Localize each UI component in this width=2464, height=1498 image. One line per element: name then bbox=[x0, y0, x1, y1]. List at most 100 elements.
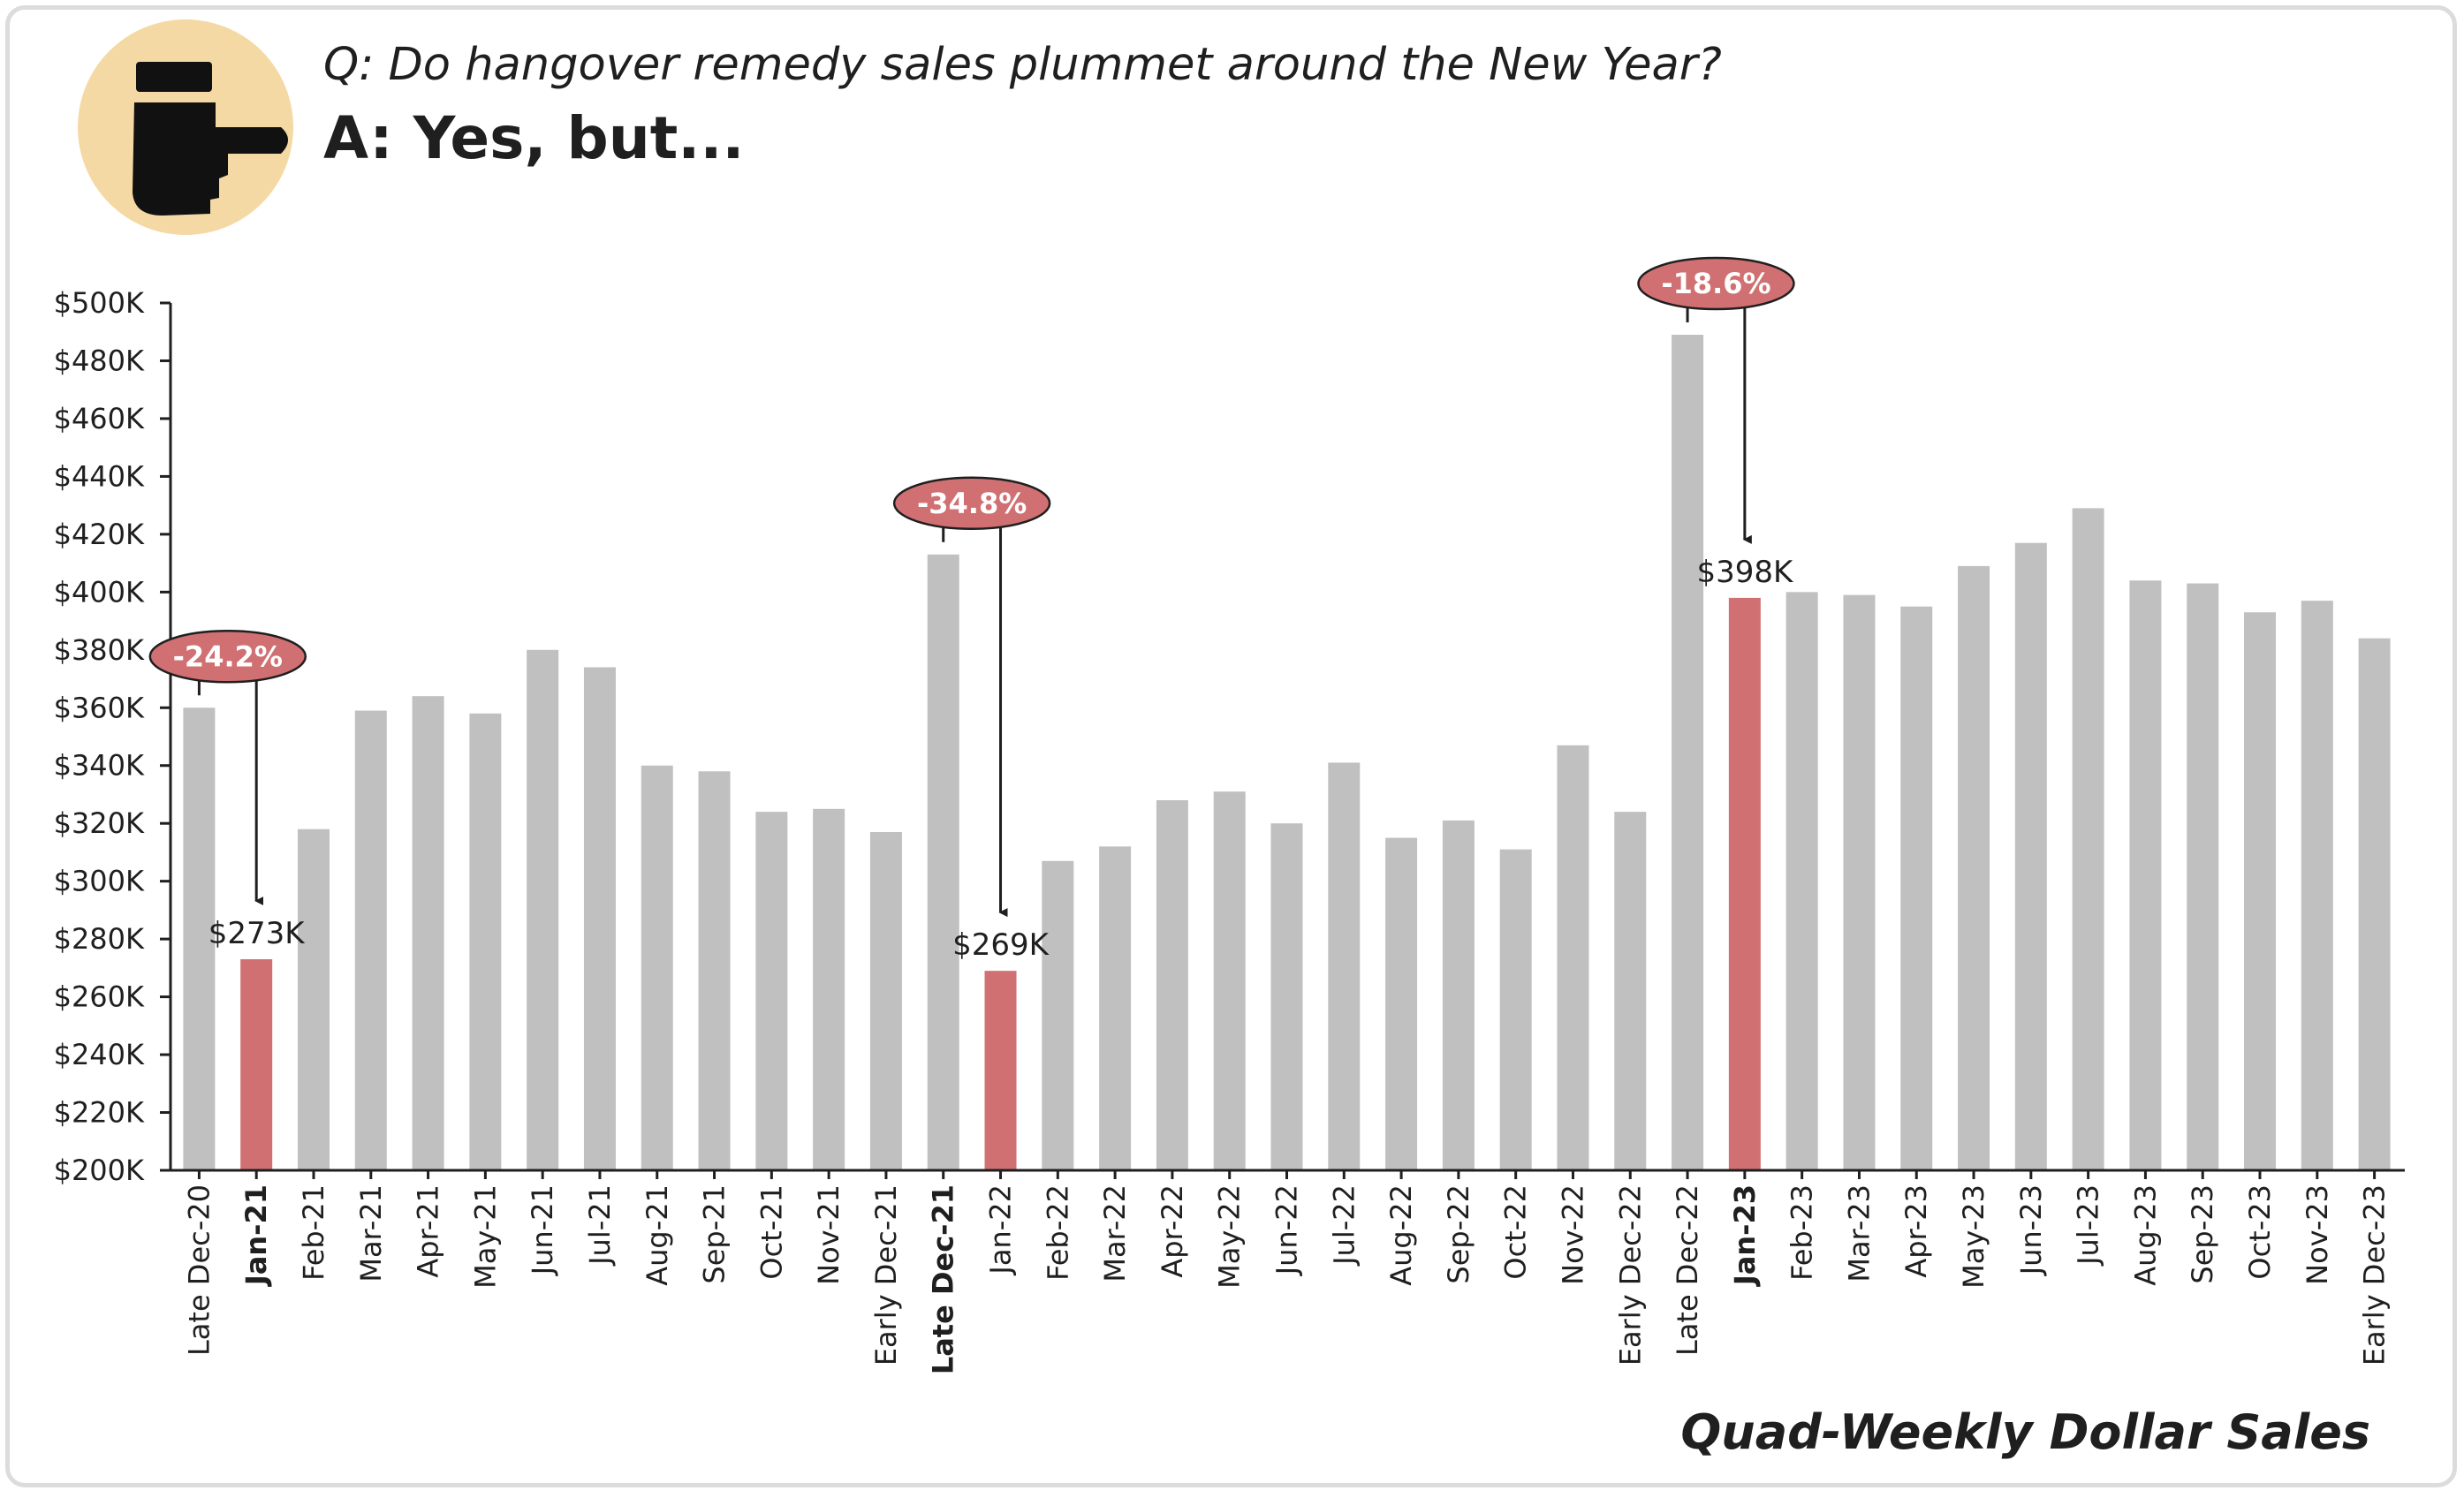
x-tick-label: Early Dec-22 bbox=[1613, 1184, 1647, 1366]
x-tick-label: Jul-22 bbox=[1327, 1184, 1361, 1267]
y-tick-label: $500K bbox=[54, 286, 145, 320]
x-tick-label: Apr-22 bbox=[1156, 1184, 1189, 1278]
x-tick-label: Aug-21 bbox=[641, 1184, 674, 1286]
bar bbox=[527, 649, 559, 1170]
x-tick-label: Apr-23 bbox=[1899, 1184, 1933, 1278]
bar bbox=[240, 959, 273, 1170]
answer-text: A: Yes, but... bbox=[323, 104, 745, 172]
x-tick-label: Jun-22 bbox=[1270, 1184, 1304, 1276]
bar bbox=[1442, 820, 1475, 1170]
bar bbox=[984, 971, 1017, 1170]
y-tick-label: $360K bbox=[54, 691, 145, 724]
bar bbox=[1672, 335, 1704, 1170]
bar bbox=[583, 667, 616, 1170]
bar bbox=[1958, 565, 1990, 1170]
bar bbox=[1042, 860, 1074, 1170]
x-tick-label: Nov-23 bbox=[2301, 1184, 2334, 1285]
x-tick-label: Jun-21 bbox=[526, 1184, 559, 1276]
y-tick-label: $260K bbox=[54, 980, 145, 1014]
bar bbox=[412, 696, 444, 1170]
y-tick-label: $300K bbox=[54, 865, 145, 898]
x-tick-label: Oct-22 bbox=[1499, 1184, 1533, 1280]
y-tick-label: $460K bbox=[54, 402, 145, 435]
x-tick-label: Early Dec-21 bbox=[869, 1184, 903, 1366]
x-tick-label: Feb-23 bbox=[1785, 1184, 1819, 1281]
bar bbox=[1614, 812, 1647, 1170]
x-tick-label: May-22 bbox=[1213, 1184, 1247, 1289]
bar bbox=[2014, 542, 2047, 1170]
bar bbox=[1156, 800, 1188, 1170]
x-tick-label: Feb-21 bbox=[297, 1184, 330, 1281]
x-tick-label: Jan-21 bbox=[239, 1184, 273, 1287]
y-tick-label: $280K bbox=[54, 922, 145, 956]
data-label: $269K bbox=[952, 927, 1050, 963]
bar bbox=[1213, 791, 1246, 1170]
bar bbox=[2301, 601, 2333, 1170]
x-tick-label: Jul-23 bbox=[2072, 1184, 2105, 1267]
bar bbox=[297, 828, 330, 1170]
bar bbox=[2072, 508, 2104, 1170]
x-tick-label: Aug-22 bbox=[1384, 1184, 1418, 1286]
x-tick-label: Mar-23 bbox=[1842, 1184, 1876, 1282]
x-tick-label: Jan-22 bbox=[984, 1184, 1018, 1276]
y-tick-label: $200K bbox=[54, 1154, 145, 1187]
bar bbox=[1385, 837, 1418, 1170]
bar bbox=[2129, 580, 2162, 1170]
percent-change-label: -34.8% bbox=[917, 487, 1027, 520]
chart-caption: Quad-Weekly Dollar Sales bbox=[1680, 1404, 2370, 1460]
x-tick-label: Jun-23 bbox=[2014, 1184, 2048, 1276]
bar bbox=[1099, 846, 1132, 1170]
bar bbox=[183, 707, 216, 1170]
y-tick-label: $240K bbox=[54, 1038, 145, 1071]
percent-change-badge bbox=[1637, 256, 1795, 311]
y-tick-label: $400K bbox=[54, 575, 145, 609]
x-tick-label: Sep-23 bbox=[2186, 1184, 2219, 1284]
data-label: $398K bbox=[1696, 555, 1794, 590]
y-tick-label: $320K bbox=[54, 806, 145, 840]
pointing-hand-icon bbox=[78, 19, 293, 235]
bar bbox=[1270, 823, 1303, 1170]
bar bbox=[1499, 849, 1532, 1170]
x-tick-label: Mar-21 bbox=[354, 1184, 388, 1282]
y-tick-label: $420K bbox=[54, 518, 145, 551]
bar bbox=[1728, 597, 1761, 1170]
bar bbox=[469, 713, 502, 1170]
bar bbox=[813, 808, 845, 1170]
x-tick-label: Early Dec-23 bbox=[2358, 1184, 2392, 1366]
bar bbox=[698, 771, 731, 1170]
x-tick-label: Aug-23 bbox=[2128, 1184, 2162, 1286]
bar bbox=[869, 832, 902, 1170]
x-tick-label: Late Dec-20 bbox=[182, 1184, 216, 1356]
percent-change-badge bbox=[892, 476, 1051, 531]
question-text: Q: Do hangover remedy sales plummet arou… bbox=[323, 39, 1722, 91]
percent-change-label: -24.2% bbox=[173, 639, 283, 673]
x-tick-label: Jul-21 bbox=[583, 1184, 617, 1267]
y-tick-label: $340K bbox=[54, 749, 145, 783]
x-tick-label: Feb-22 bbox=[1041, 1184, 1074, 1281]
x-tick-label: May-21 bbox=[468, 1184, 502, 1289]
x-tick-label: Oct-21 bbox=[754, 1184, 788, 1280]
x-tick-label: Nov-21 bbox=[812, 1184, 845, 1285]
percent-change-badge bbox=[148, 630, 307, 684]
bar bbox=[1843, 594, 1876, 1170]
bar bbox=[927, 554, 959, 1170]
percent-change-label: -18.6% bbox=[1661, 267, 1770, 300]
bar bbox=[1557, 745, 1589, 1170]
bar bbox=[755, 812, 788, 1170]
x-tick-label: Late Dec-22 bbox=[1671, 1184, 1704, 1356]
bar bbox=[2187, 583, 2219, 1170]
y-tick-label: $440K bbox=[54, 459, 145, 493]
bar bbox=[1900, 606, 1933, 1170]
bar bbox=[2244, 612, 2277, 1170]
x-tick-label: Apr-21 bbox=[412, 1184, 445, 1278]
bar bbox=[2358, 638, 2391, 1170]
bar bbox=[1328, 762, 1361, 1170]
y-tick-label: $380K bbox=[54, 633, 145, 667]
x-tick-label: Mar-22 bbox=[1098, 1184, 1132, 1282]
y-tick-label: $480K bbox=[54, 344, 145, 377]
x-tick-label: Sep-21 bbox=[698, 1184, 732, 1284]
x-tick-label: Oct-23 bbox=[2243, 1184, 2277, 1280]
bar bbox=[1785, 592, 1818, 1170]
x-tick-label: May-23 bbox=[1957, 1184, 1990, 1289]
